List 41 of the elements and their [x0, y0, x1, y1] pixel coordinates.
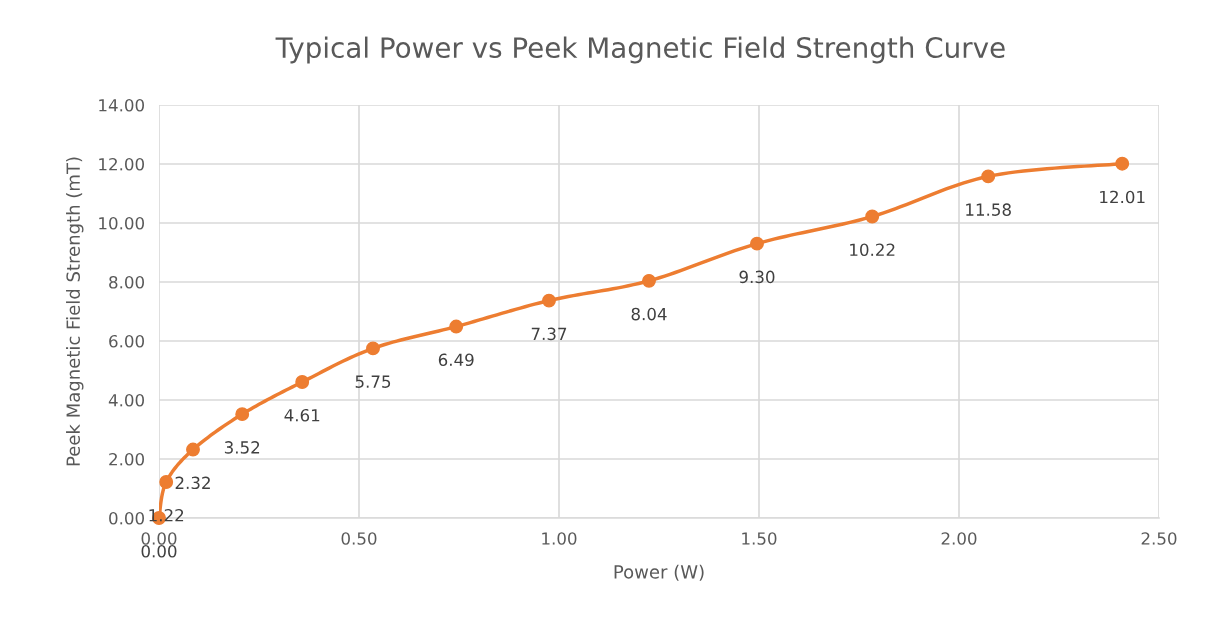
y-tick-label: 12.00 — [99, 157, 144, 171]
y-tick-label: 2.00 — [109, 452, 144, 466]
chart-title: Typical Power vs Peek Magnetic Field Strength Curve — [275, 36, 1005, 64]
y-tick-label: 0.00 — [109, 511, 144, 525]
data-label: 6.49 — [438, 353, 474, 367]
point — [295, 375, 310, 389]
y-tick-label: 14.00 — [99, 98, 144, 112]
y-tick-label: 6.00 — [109, 334, 144, 348]
x-tick-label: 1.00 — [542, 532, 577, 545]
data-label: 10.22 — [850, 243, 895, 257]
y-tick-label: 10.00 — [99, 216, 144, 230]
data-label: 3.52 — [224, 441, 260, 454]
point — [865, 209, 880, 224]
point — [159, 475, 174, 489]
x-tick-label: 2.00 — [941, 532, 977, 545]
point — [235, 407, 250, 422]
y-axis-title: Peek Magnetic Field Strength (mT) — [66, 157, 84, 466]
data-label: 11.58 — [966, 203, 1011, 216]
data-label: 2.32 — [175, 476, 210, 490]
point — [449, 319, 464, 334]
y-tick-label: 4.00 — [108, 393, 144, 407]
x-tick-label: 0.50 — [341, 532, 377, 545]
data-label: 5.75 — [355, 375, 391, 388]
x-tick-label: 0.00 — [141, 532, 177, 545]
data-label: 8.04 — [631, 307, 667, 321]
point — [750, 236, 764, 251]
x-tick-label: 2.50 — [1141, 532, 1177, 545]
point — [186, 442, 200, 457]
point — [642, 273, 656, 288]
data-label: 9.30 — [739, 270, 775, 284]
point — [981, 169, 996, 184]
x-axis-title: Power (W) — [614, 564, 704, 581]
y-tick-label: 8.00 — [109, 275, 144, 289]
data-label: 7.37 — [531, 327, 567, 341]
data-label: 12.01 — [1100, 190, 1145, 204]
x-tick-label: 1.50 — [742, 532, 777, 545]
data-label: 0.00 — [141, 544, 177, 558]
point — [542, 293, 556, 308]
point — [366, 341, 380, 356]
point — [1115, 156, 1130, 171]
data-label: 4.61 — [284, 408, 320, 422]
